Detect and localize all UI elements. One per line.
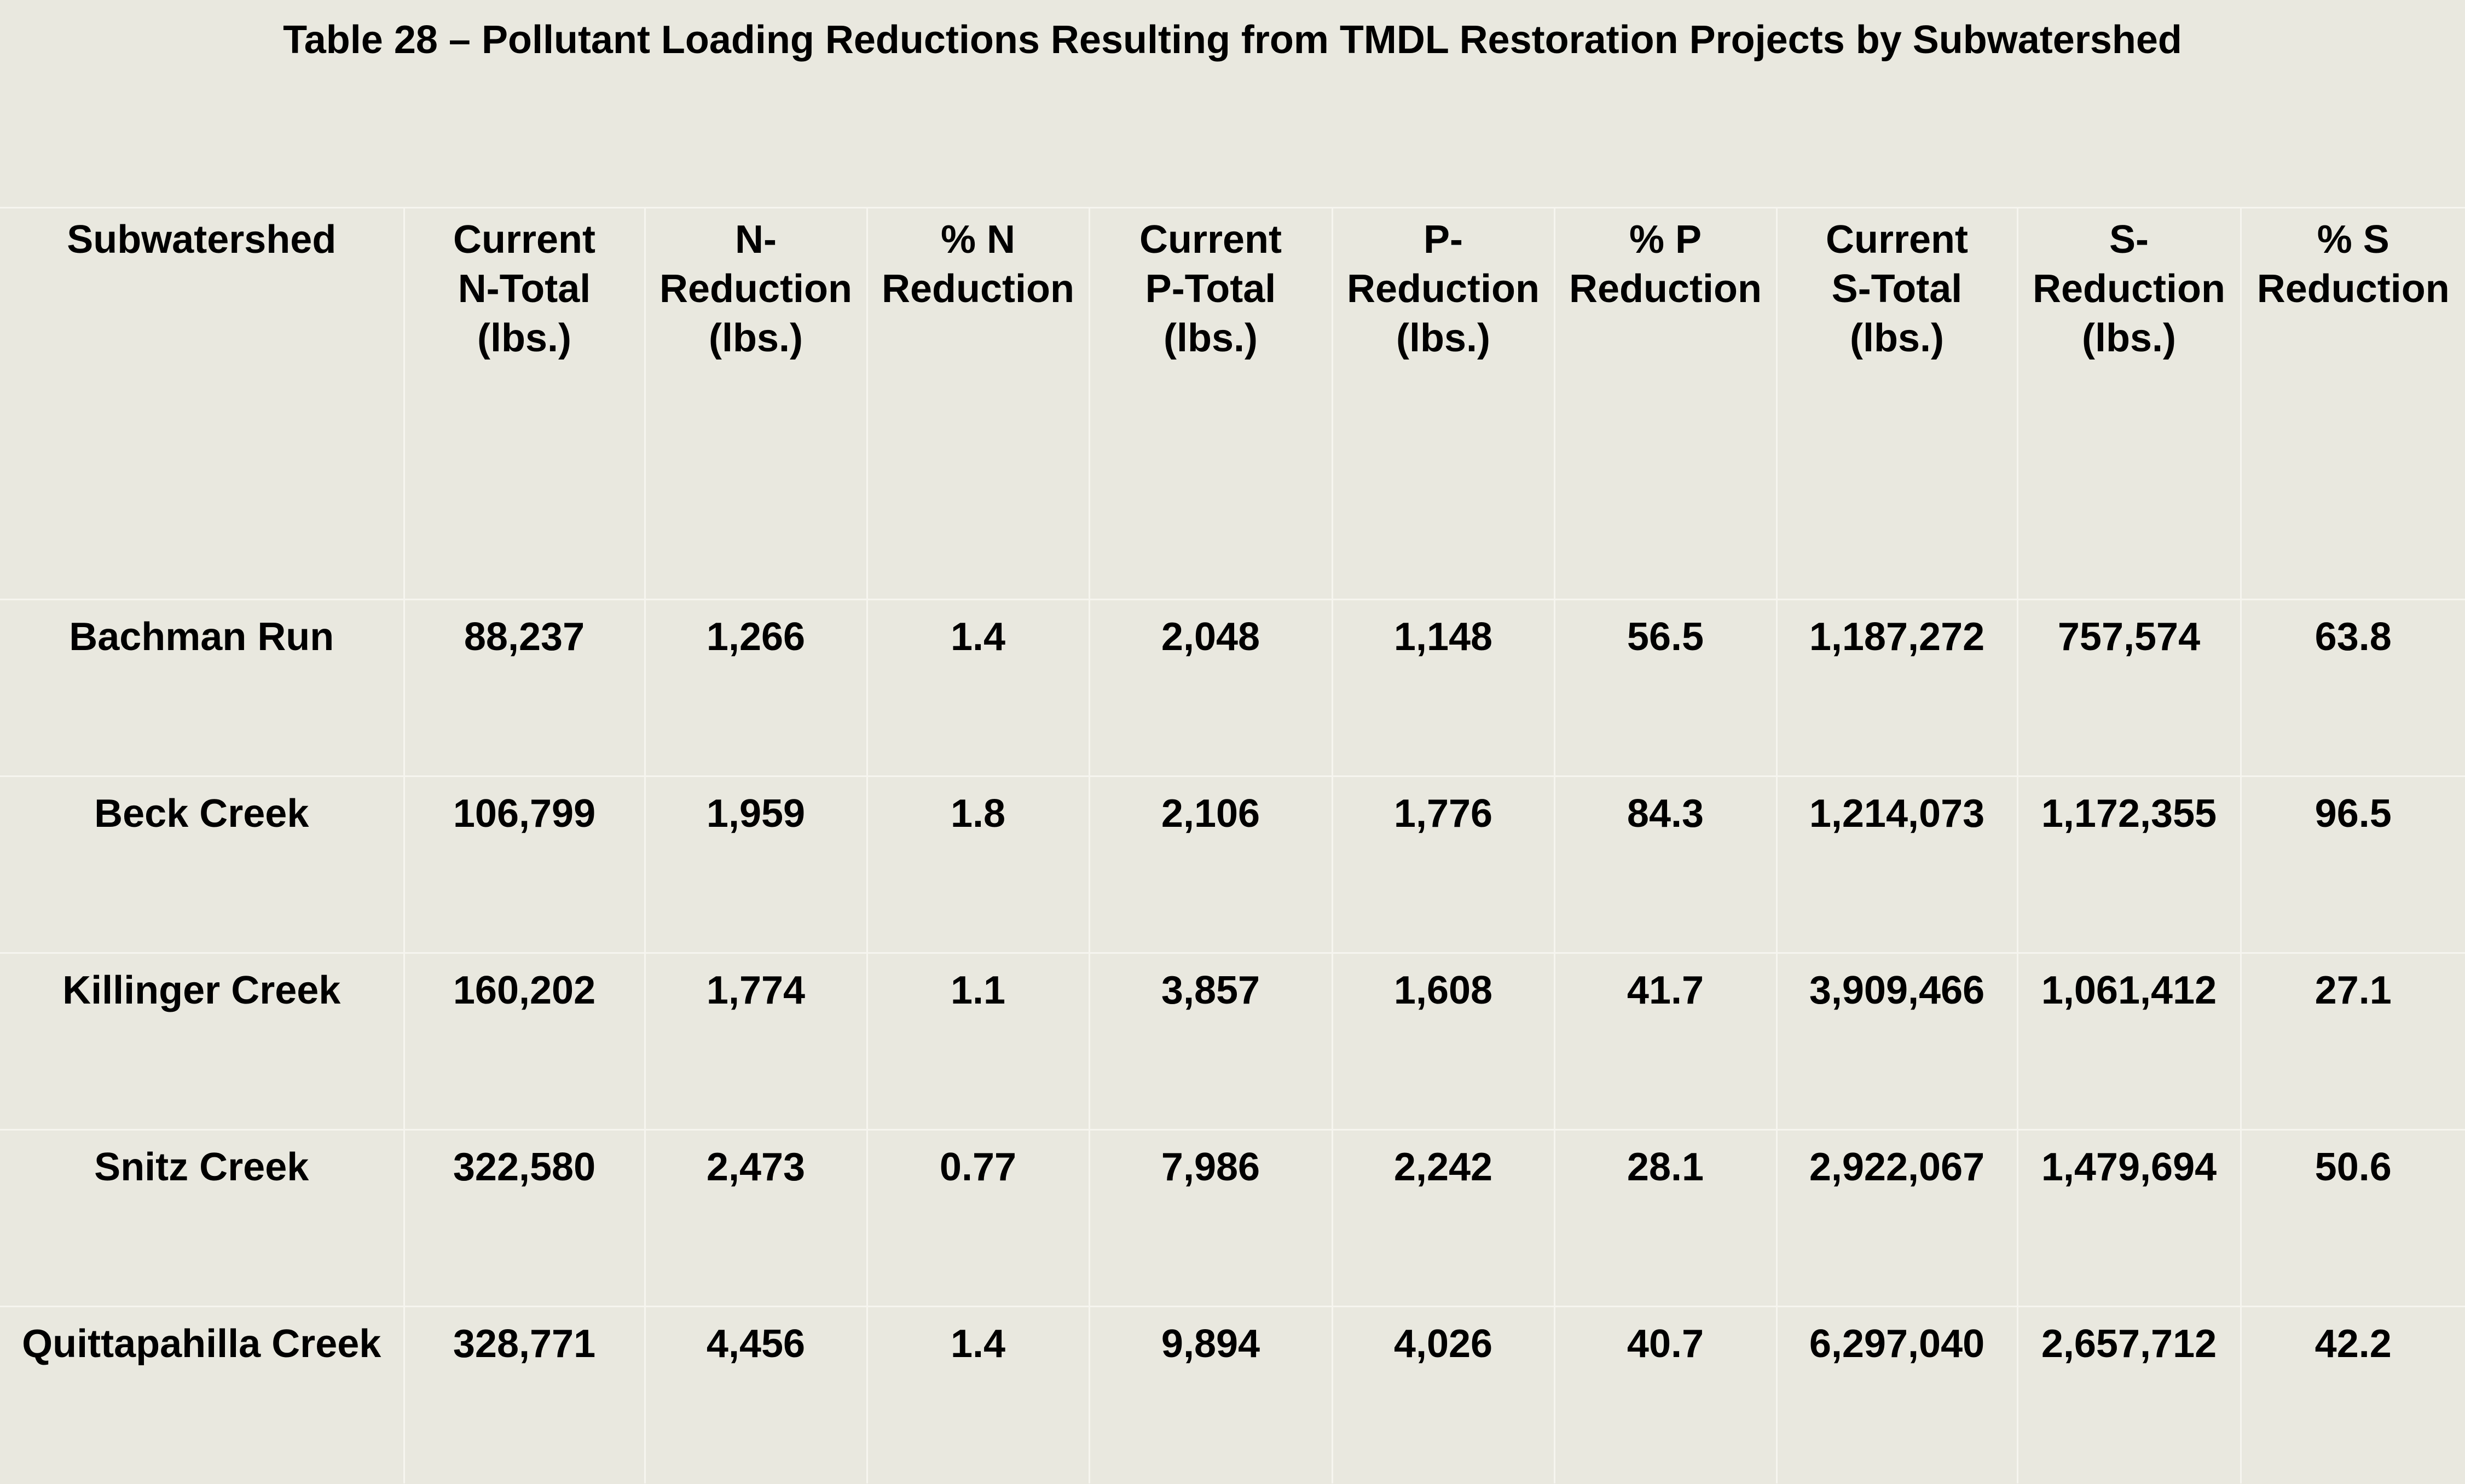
header-pct-n-reduction: % N Reduction <box>866 207 1089 600</box>
cell-current-s-total: 3,909,466 <box>1775 952 2017 1130</box>
table-row: Bachman Run 88,237 1,266 1.4 2,048 1,148… <box>0 599 2465 776</box>
cell-p-reduction: 4,026 <box>1331 1306 1554 1483</box>
header-n-reduction: N- Reduction (lbs.) <box>644 207 867 600</box>
cell-n-reduction: 1,774 <box>644 952 867 1130</box>
table-row: Quittapahilla Creek 328,771 4,456 1.4 9,… <box>0 1306 2465 1483</box>
cell-pct-p-reduction: 40.7 <box>1553 1306 1777 1483</box>
cell-pct-s-reduction: 50.6 <box>2240 1129 2465 1307</box>
cell-p-reduction: 1,608 <box>1331 952 1554 1130</box>
cell-subwatershed: Killinger Creek <box>0 952 404 1130</box>
cell-current-n-total: 160,202 <box>403 952 645 1130</box>
cell-pct-n-reduction: 0.77 <box>866 1129 1089 1307</box>
cell-pct-s-reduction: 96.5 <box>2240 775 2465 953</box>
header-pct-s-reduction: % S Reduction <box>2240 207 2465 600</box>
header-s-reduction: S- Reduction (lbs.) <box>2016 207 2241 600</box>
cell-subwatershed: Quittapahilla Creek <box>0 1306 404 1483</box>
cell-n-reduction: 1,266 <box>644 599 867 776</box>
cell-current-n-total: 106,799 <box>403 775 645 953</box>
header-current-n-total: Current N-Total (lbs.) <box>403 207 645 600</box>
cell-subwatershed: Snitz Creek <box>0 1129 404 1307</box>
cell-current-p-total: 2,048 <box>1088 599 1332 776</box>
cell-subwatershed: Bachman Run <box>0 599 404 776</box>
cell-s-reduction: 757,574 <box>2016 599 2241 776</box>
cell-pct-n-reduction: 1.4 <box>866 599 1089 776</box>
cell-pct-p-reduction: 28.1 <box>1553 1129 1777 1307</box>
cell-pct-n-reduction: 1.1 <box>866 952 1089 1130</box>
table-row: Beck Creek 106,799 1,959 1.8 2,106 1,776… <box>0 775 2465 953</box>
cell-current-s-total: 6,297,040 <box>1775 1306 2017 1483</box>
cell-p-reduction: 1,148 <box>1331 599 1554 776</box>
cell-current-p-total: 9,894 <box>1088 1306 1332 1483</box>
header-p-reduction: P- Reduction (lbs.) <box>1331 207 1554 600</box>
header-subwatershed: Subwatershed <box>0 207 404 600</box>
table-row: Snitz Creek 322,580 2,473 0.77 7,986 2,2… <box>0 1129 2465 1307</box>
cell-n-reduction: 2,473 <box>644 1129 867 1307</box>
cell-current-p-total: 3,857 <box>1088 952 1332 1130</box>
cell-current-s-total: 2,922,067 <box>1775 1129 2017 1307</box>
pollutant-reduction-table: Subwatershed Current N-Total (lbs.) N- R… <box>0 207 2465 1483</box>
cell-pct-p-reduction: 56.5 <box>1553 599 1777 776</box>
cell-s-reduction: 1,061,412 <box>2016 952 2241 1130</box>
cell-p-reduction: 1,776 <box>1331 775 1554 953</box>
cell-pct-s-reduction: 42.2 <box>2240 1306 2465 1483</box>
cell-n-reduction: 4,456 <box>644 1306 867 1483</box>
cell-subwatershed: Beck Creek <box>0 775 404 953</box>
header-current-s-total: Current S-Total (lbs.) <box>1775 207 2017 600</box>
cell-current-n-total: 328,771 <box>403 1306 645 1483</box>
table-row: Killinger Creek 160,202 1,774 1.1 3,857 … <box>0 952 2465 1130</box>
header-pct-p-reduction: % P Reduction <box>1553 207 1777 600</box>
cell-p-reduction: 2,242 <box>1331 1129 1554 1307</box>
cell-pct-p-reduction: 41.7 <box>1553 952 1777 1130</box>
cell-pct-s-reduction: 63.8 <box>2240 599 2465 776</box>
cell-pct-n-reduction: 1.4 <box>866 1306 1089 1483</box>
cell-current-s-total: 1,187,272 <box>1775 599 2017 776</box>
cell-current-n-total: 88,237 <box>403 599 645 776</box>
header-row: Subwatershed Current N-Total (lbs.) N- R… <box>0 207 2465 600</box>
table-header: Subwatershed Current N-Total (lbs.) N- R… <box>0 207 2465 600</box>
table-body: Bachman Run 88,237 1,266 1.4 2,048 1,148… <box>0 599 2465 1483</box>
cell-pct-n-reduction: 1.8 <box>866 775 1089 953</box>
cell-n-reduction: 1,959 <box>644 775 867 953</box>
cell-pct-s-reduction: 27.1 <box>2240 952 2465 1130</box>
cell-s-reduction: 1,479,694 <box>2016 1129 2241 1307</box>
cell-current-p-total: 2,106 <box>1088 775 1332 953</box>
cell-pct-p-reduction: 84.3 <box>1553 775 1777 953</box>
cell-current-n-total: 322,580 <box>403 1129 645 1307</box>
cell-s-reduction: 2,657,712 <box>2016 1306 2241 1483</box>
cell-current-p-total: 7,986 <box>1088 1129 1332 1307</box>
table-title: Table 28 – Pollutant Loading Reductions … <box>283 18 2182 62</box>
cell-s-reduction: 1,172,355 <box>2016 775 2241 953</box>
cell-current-s-total: 1,214,073 <box>1775 775 2017 953</box>
header-current-p-total: Current P-Total (lbs.) <box>1088 207 1332 600</box>
